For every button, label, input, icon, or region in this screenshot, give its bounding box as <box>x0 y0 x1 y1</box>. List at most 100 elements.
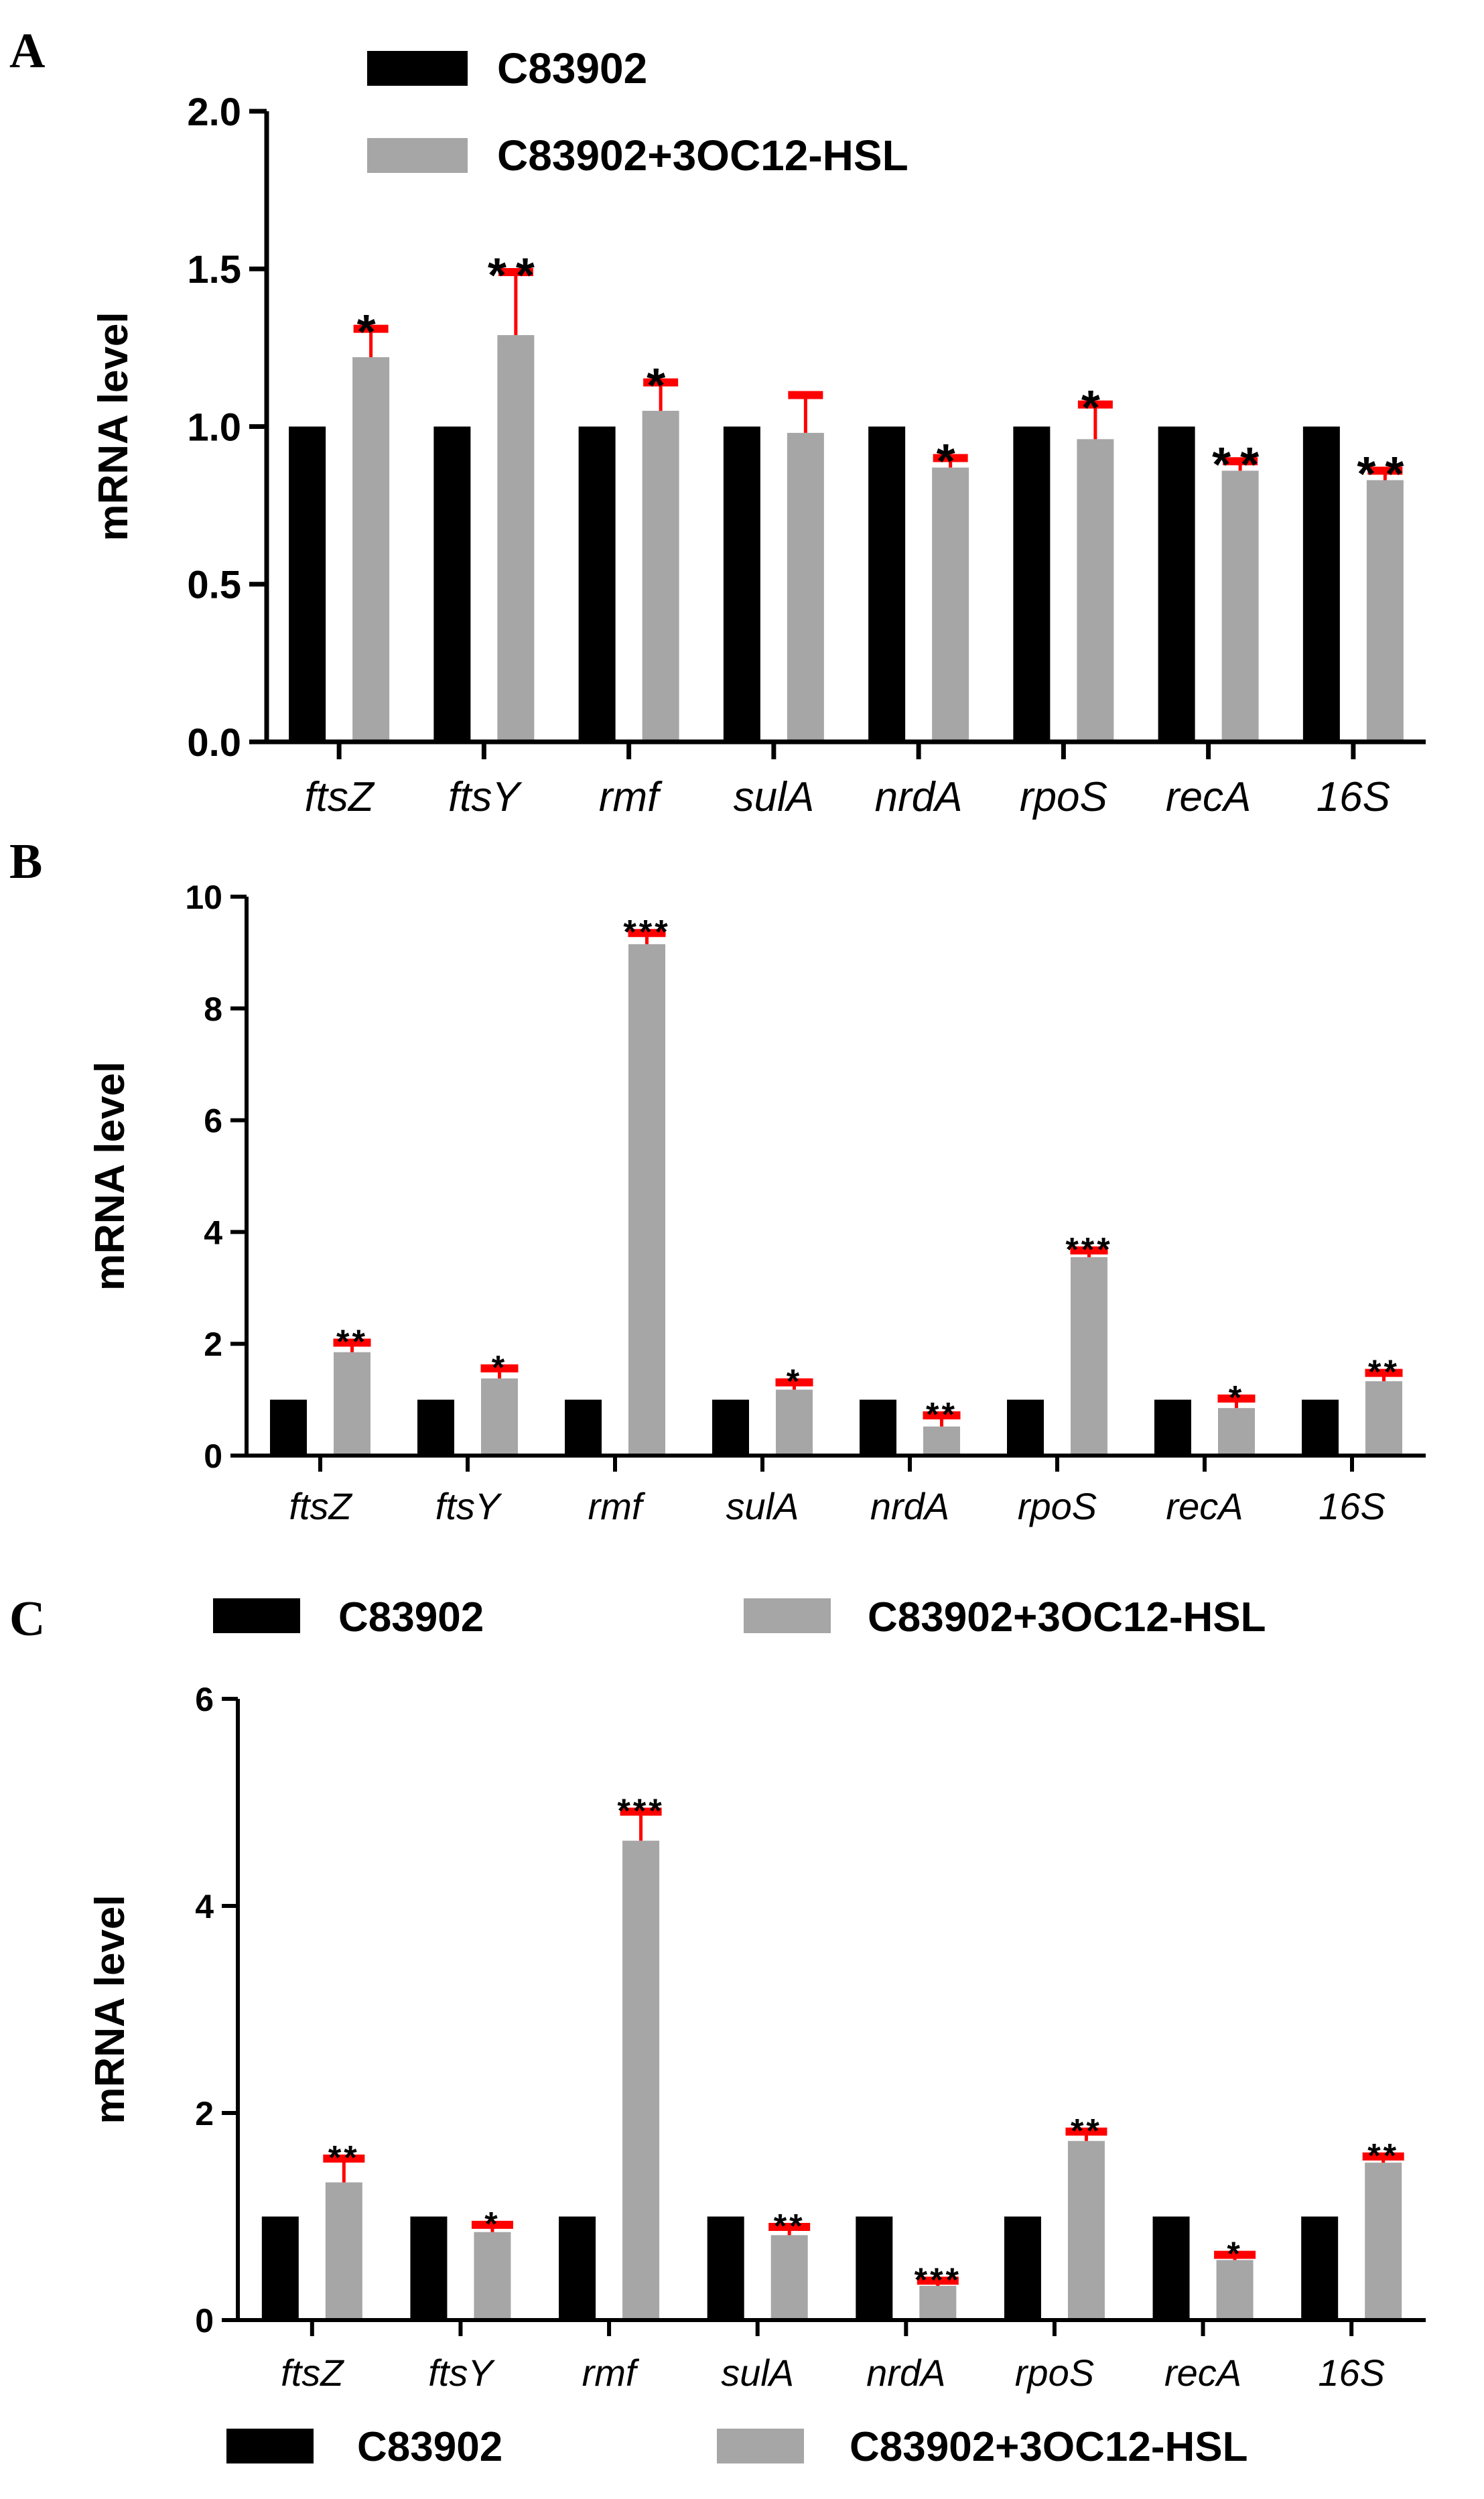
panel-c-category-label-recA: recA <box>1164 2352 1241 2394</box>
panel-a-category-label-ftsY: ftsY <box>448 774 523 820</box>
panel-c-significance-rpoS: ** <box>1071 2112 1102 2149</box>
panel-a-category-label-nrdA: nrdA <box>875 774 963 820</box>
panel-a-bar-treated-ftsY <box>497 335 535 742</box>
panel-c-bar-treated-rpoS <box>1067 2140 1105 2320</box>
panel-b-y-tick-label: 2 <box>204 1326 222 1363</box>
panel-c-y-tick-label: 4 <box>195 1888 214 1925</box>
panel-a-category-label-sulA: sulA <box>734 774 815 820</box>
panel-b-category-label-ftsY: ftsY <box>435 1485 502 1527</box>
panel-c-y-tick-label: 0 <box>195 2302 214 2340</box>
legend-a-treated-swatch <box>367 138 468 173</box>
panel-b-bar-treated-ftsY <box>481 1378 518 1456</box>
panel-b-significance-ftsZ: ** <box>336 1323 368 1360</box>
panel-c-bar-control-sulA <box>707 2216 744 2320</box>
panel-a-bar-treated-rpoS <box>1077 439 1114 742</box>
panel-c-category-label-rpoS: rpoS <box>1015 2352 1094 2394</box>
legend-c-bottom-treated-swatch <box>717 2429 804 2463</box>
panel-a-bar-control-sulA <box>723 426 760 742</box>
panel-a-category-label-ftsZ: ftsZ <box>304 774 375 820</box>
panel-b-bar-treated-rmf <box>628 944 665 1456</box>
panel-c-category-label-16S: 16S <box>1318 2352 1385 2394</box>
panel-b-chart: mRNA level0246810**ftsZ*ftsY***rmf*sulA*… <box>87 879 1426 1527</box>
panel-b-y-tick-label: 4 <box>204 1214 222 1251</box>
panel-c-category-label-ftsZ: ftsZ <box>281 2352 344 2394</box>
panel-b-category-label-nrdA: nrdA <box>870 1485 949 1527</box>
panel-a-significance-nrdA: * <box>937 435 965 489</box>
panel-a-y-tick-label: 1.0 <box>187 405 241 449</box>
panel-a-bar-control-rmf <box>578 426 616 742</box>
panel-b-significance-ftsY: * <box>492 1348 507 1386</box>
legend-c-top: C83902 C83902+3OC12-HSL <box>213 1594 1266 1641</box>
panel-b-y-tick-label: 6 <box>204 1102 222 1140</box>
panel-a-bar-control-ftsZ <box>289 426 326 742</box>
panel-c-y-axis-title: mRNA level <box>87 1895 133 2124</box>
legend-c-bottom-control-label: C83902 <box>357 2424 502 2470</box>
panel-b-significance-sulA: * <box>787 1362 802 1400</box>
panel-c-y-tick-label: 2 <box>195 2095 214 2132</box>
panel-c-letter: C <box>9 1592 45 1647</box>
legend-c-top-control-label: C83902 <box>338 1594 484 1641</box>
panel-c-bar-control-rmf <box>559 2216 596 2320</box>
legend-a-control-swatch <box>367 51 468 86</box>
panel-b-y-tick-label: 8 <box>204 990 222 1028</box>
panel-b-significance-nrdA: ** <box>926 1395 957 1433</box>
panel-a-significance-16S: ** <box>1357 448 1413 501</box>
legend-c-bottom-treated-label: C83902+3OC12-HSL <box>850 2424 1247 2470</box>
panel-b-bar-control-16S <box>1302 1399 1339 1456</box>
panel-a-category-label-16S: 16S <box>1317 774 1390 820</box>
panel-b-bar-treated-recA <box>1218 1408 1255 1456</box>
legend-c-bottom-control-swatch <box>226 2429 314 2463</box>
panel-a-bar-control-recA <box>1158 426 1195 742</box>
panel-a-bar-treated-nrdA <box>932 467 969 742</box>
panel-a-significance-rpoS: * <box>1081 381 1109 435</box>
panel-b-bar-control-sulA <box>712 1399 749 1456</box>
panel-b-category-label-sulA: sulA <box>726 1485 799 1527</box>
panel-a-significance-ftsY: ** <box>488 249 544 303</box>
panel-a-bar-treated-16S <box>1366 480 1404 742</box>
legend-a-control-label: C83902 <box>497 44 647 92</box>
legend-c-top-treated-label: C83902+3OC12-HSL <box>868 1594 1266 1641</box>
panel-c-category-label-rmf: rmf <box>582 2352 640 2394</box>
panel-c-significance-recA: * <box>1227 2235 1242 2272</box>
panel-c-category-label-ftsY: ftsY <box>428 2352 495 2394</box>
panel-c-bar-control-ftsY <box>410 2216 448 2320</box>
panel-a-y-tick-label: 0.0 <box>187 721 241 765</box>
panel-a-significance-ftsZ: * <box>357 306 385 359</box>
panel-a-category-label-recA: recA <box>1166 774 1251 820</box>
panel-c-significance-ftsY: * <box>484 2205 500 2242</box>
panel-a-bar-control-ftsY <box>433 426 471 742</box>
panel-c-significance-ftsZ: ** <box>328 2138 360 2176</box>
panel-a-y-tick-label: 0.5 <box>187 564 241 607</box>
panel-c-bar-treated-ftsY <box>474 2232 511 2320</box>
panel-b-bar-treated-ftsZ <box>334 1352 370 1456</box>
panel-b-category-label-recA: recA <box>1166 1485 1243 1527</box>
panel-c-significance-16S: ** <box>1367 2136 1399 2174</box>
panel-c-bar-treated-rmf <box>622 1840 660 2320</box>
panel-b-significance-rmf: *** <box>623 913 670 951</box>
panel-c-bar-treated-ftsZ <box>325 2182 362 2320</box>
panel-a-category-label-rpoS: rpoS <box>1020 774 1107 820</box>
panel-a-bar-control-rpoS <box>1013 426 1051 742</box>
panel-c-bar-treated-16S <box>1365 2163 1402 2320</box>
panel-c-bar-treated-nrdA <box>919 2286 957 2320</box>
panel-a-bar-treated-sulA <box>787 432 824 742</box>
panel-b-bar-control-ftsY <box>417 1399 454 1456</box>
panel-b-bar-treated-rpoS <box>1071 1257 1107 1456</box>
panel-b-significance-16S: ** <box>1368 1353 1400 1391</box>
panel-a-chart: mRNA level0.00.51.01.52.0*ftsZ**ftsY*rmf… <box>90 90 1426 820</box>
panel-b-bar-treated-16S <box>1365 1381 1402 1456</box>
panel-b-bar-control-ftsZ <box>270 1399 307 1456</box>
panel-c-bar-control-nrdA <box>856 2216 893 2320</box>
panel-c-bar-control-rpoS <box>1004 2216 1041 2320</box>
panel-c-y-tick-label: 6 <box>195 1681 214 1718</box>
panel-b-category-label-ftsZ: ftsZ <box>289 1485 352 1527</box>
panel-c-category-label-sulA: sulA <box>721 2352 794 2394</box>
panel-b-bar-control-rpoS <box>1007 1399 1044 1456</box>
legend-c-top-control-swatch <box>213 1598 300 1633</box>
panel-a-bar-treated-recA <box>1221 470 1259 742</box>
panel-c-significance-rmf: *** <box>617 1792 664 1830</box>
panel-a-y-tick-label: 2.0 <box>187 90 241 134</box>
panel-b-y-tick-label: 0 <box>204 1437 222 1475</box>
